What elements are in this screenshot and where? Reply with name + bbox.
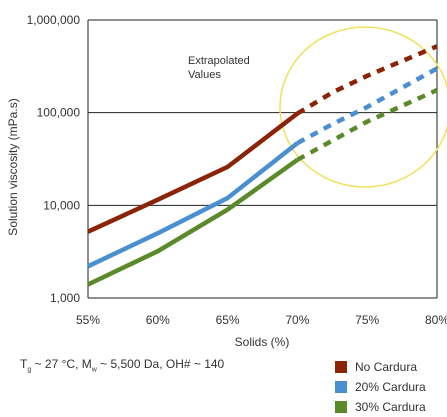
series-layer — [87, 44, 439, 287]
series-line-extrapolated — [296, 88, 438, 162]
highlight-circle — [279, 26, 447, 188]
series-line-extrapolated — [296, 66, 439, 146]
annotation-line: Values — [188, 69, 221, 81]
footnote-t-symbol: T — [20, 357, 28, 371]
footnote: Tg ~ 27 °C, Mw ~ 5,500 Da, OH# ~ 140 — [20, 357, 224, 373]
footnote-m-subscript: w — [91, 366, 97, 374]
legend: No Cardura 20% Cardura 30% Cardura — [335, 357, 426, 417]
extrapolated-values-annotation: Extrapolated Values — [188, 55, 250, 81]
footnote-m-text: ~ 5,500 Da, OH# ~ 140 — [96, 357, 225, 371]
legend-swatch — [335, 381, 347, 393]
y-axis-label: Solution viscosity (mPa.s) — [6, 98, 20, 235]
legend-swatch — [335, 401, 347, 413]
x-tick-label: 80% — [425, 313, 447, 327]
x-tick-label: 60% — [146, 313, 170, 327]
series-line-measured — [87, 157, 299, 287]
extrapolation-highlight — [279, 26, 447, 188]
series-line-measured — [87, 111, 299, 234]
viscosity-chart: 1,000 10,000 100,000 1,000,000 55% 60% 65% 70%… — [6, 13, 447, 349]
y-tick-labels: 1,000 10,000 100,000 1,000,000 — [27, 13, 81, 305]
series-line-measured — [87, 141, 299, 269]
y-tick-label: 1,000,000 — [27, 13, 81, 27]
legend-label: 20% Cardura — [355, 380, 426, 394]
legend-label: No Cardura — [355, 360, 418, 374]
footnote-t-subscript: g — [27, 366, 32, 374]
x-tick-label: 65% — [216, 313, 240, 327]
legend-item-no-cardura: No Cardura — [335, 357, 426, 377]
grid-lines — [88, 19, 437, 299]
series-line-extrapolated — [296, 44, 438, 116]
x-tick-labels: 55% 60% 65% 70% 75% 80% — [76, 313, 447, 327]
x-tick-label: 55% — [76, 313, 100, 327]
y-tick-label: 100,000 — [37, 106, 81, 120]
legend-label: 30% Cardura — [355, 400, 426, 414]
x-tick-label: 75% — [355, 313, 379, 327]
annotation-line: Extrapolated — [188, 55, 250, 67]
legend-swatch — [335, 361, 347, 373]
footnote-t-text: ~ 27 °C, M — [31, 357, 92, 371]
x-axis-label: Solids (%) — [235, 335, 290, 349]
legend-item-20-cardura: 20% Cardura — [335, 377, 426, 397]
plot-frame — [87, 20, 438, 298]
y-tick-label: 10,000 — [43, 198, 80, 212]
y-tick-label: 1,000 — [50, 291, 80, 305]
x-tick-label: 70% — [285, 313, 309, 327]
legend-item-30-cardura: 30% Cardura — [335, 397, 426, 417]
